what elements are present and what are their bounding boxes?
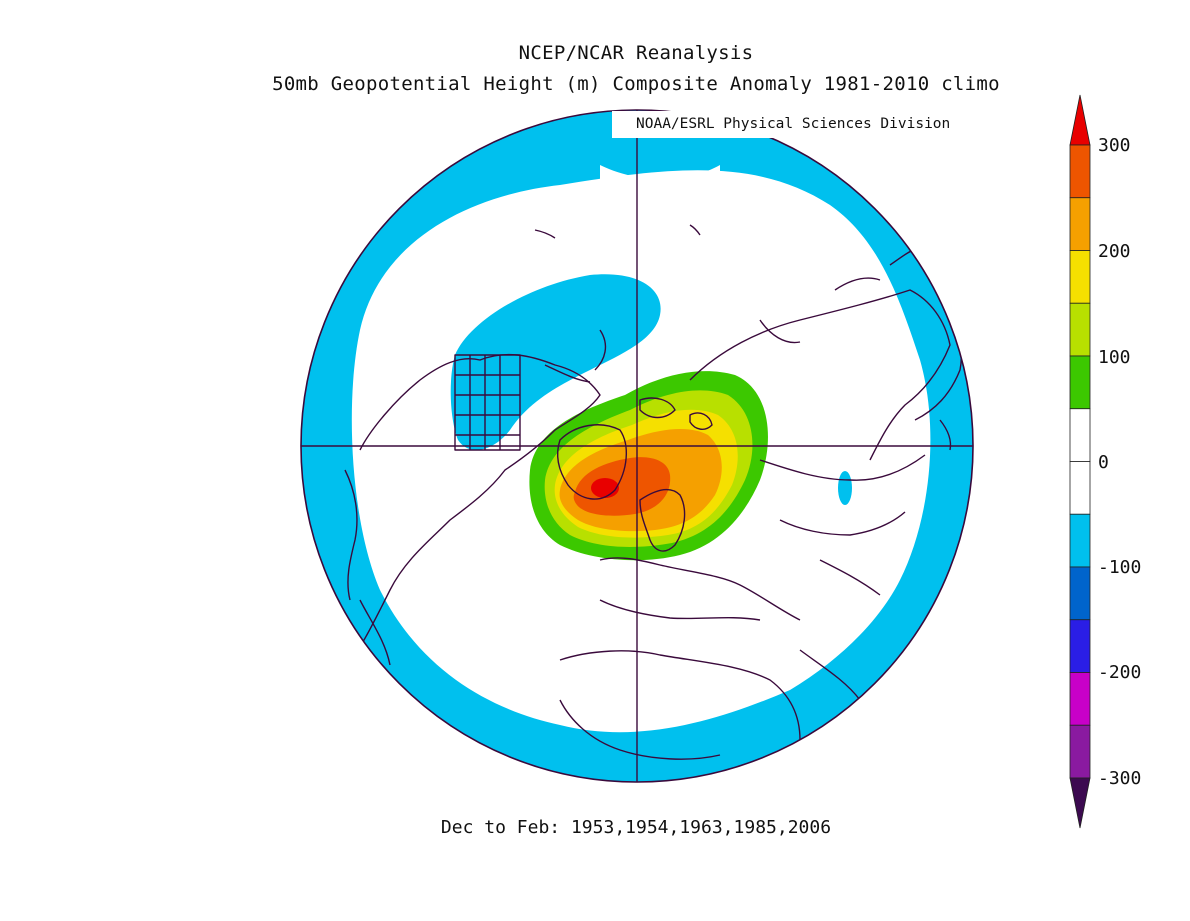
colorbar-bin	[1069, 94, 1091, 146]
colorbar-bin	[1069, 144, 1091, 199]
credit-label: NOAA/ESRL Physical Sciences Division	[612, 111, 977, 138]
colorbar-bin	[1069, 408, 1091, 462]
colorbar-bin	[1069, 197, 1091, 251]
colorbar-label-200: 200	[1098, 241, 1131, 262]
negative-anomaly-spot	[838, 471, 852, 505]
colorbar-bin	[1069, 777, 1091, 829]
colorbar-bin	[1069, 513, 1091, 568]
positive-anomaly-250	[573, 457, 671, 516]
colorbar-bin	[1069, 672, 1091, 726]
colorbar	[1069, 94, 1091, 829]
colorbar-label-100: 100	[1098, 347, 1131, 368]
colorbar-bin	[1069, 566, 1091, 621]
chart-subtitle: 50mb Geopotential Height (m) Composite A…	[272, 73, 1000, 95]
colorbar-label-minus200: -200	[1098, 662, 1142, 683]
positive-anomaly-300	[591, 478, 619, 498]
negative-anomaly-canada	[450, 274, 661, 451]
colorbar-bin	[1069, 619, 1091, 673]
colorbar-bin	[1069, 724, 1091, 779]
colorbar-label-0: 0	[1098, 452, 1109, 473]
chart-title: NCEP/NCAR Reanalysis	[518, 42, 754, 64]
colorbar-bin	[1069, 250, 1091, 304]
colorbar-bin	[1069, 461, 1091, 515]
colorbar-bin	[1069, 302, 1091, 357]
colorbar-bin	[1069, 355, 1091, 410]
colorbar-label-minus300: -300	[1098, 768, 1142, 789]
colorbar-label-300: 300	[1098, 135, 1131, 156]
colorbar-label-minus100: -100	[1098, 557, 1142, 578]
period-label: Dec to Feb: 1953,1954,1963,1985,2006	[440, 817, 832, 838]
